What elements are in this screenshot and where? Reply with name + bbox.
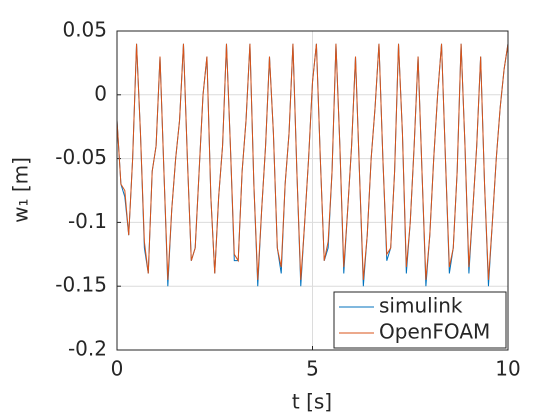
legend-label: OpenFOAM — [379, 320, 490, 344]
y-axis-label: w₁ [m] — [9, 157, 33, 223]
x-tick-label: 10 — [495, 357, 520, 381]
y-tick-label: -0.15 — [55, 273, 107, 297]
y-tick-label: -0.1 — [68, 209, 107, 233]
legend-box — [333, 291, 507, 349]
y-tick-label: -0.05 — [55, 145, 107, 169]
plot-area: -0.2 -0.15 -0.1 -0.05 0 0.05 0 5 10 simulinkOpenF… — [55, 18, 520, 381]
series-line — [116, 43, 509, 280]
x-tick-label: 5 — [306, 357, 319, 381]
y-tick-label: 0 — [94, 81, 107, 105]
legend-label: simulink — [379, 294, 463, 318]
x-tick-label: 0 — [111, 357, 124, 381]
axes-frame — [116, 30, 509, 351]
y-tick-label: -0.2 — [68, 337, 107, 361]
y-tick-label: 0.05 — [62, 18, 107, 42]
x-axis-label: t [s] — [292, 390, 332, 414]
